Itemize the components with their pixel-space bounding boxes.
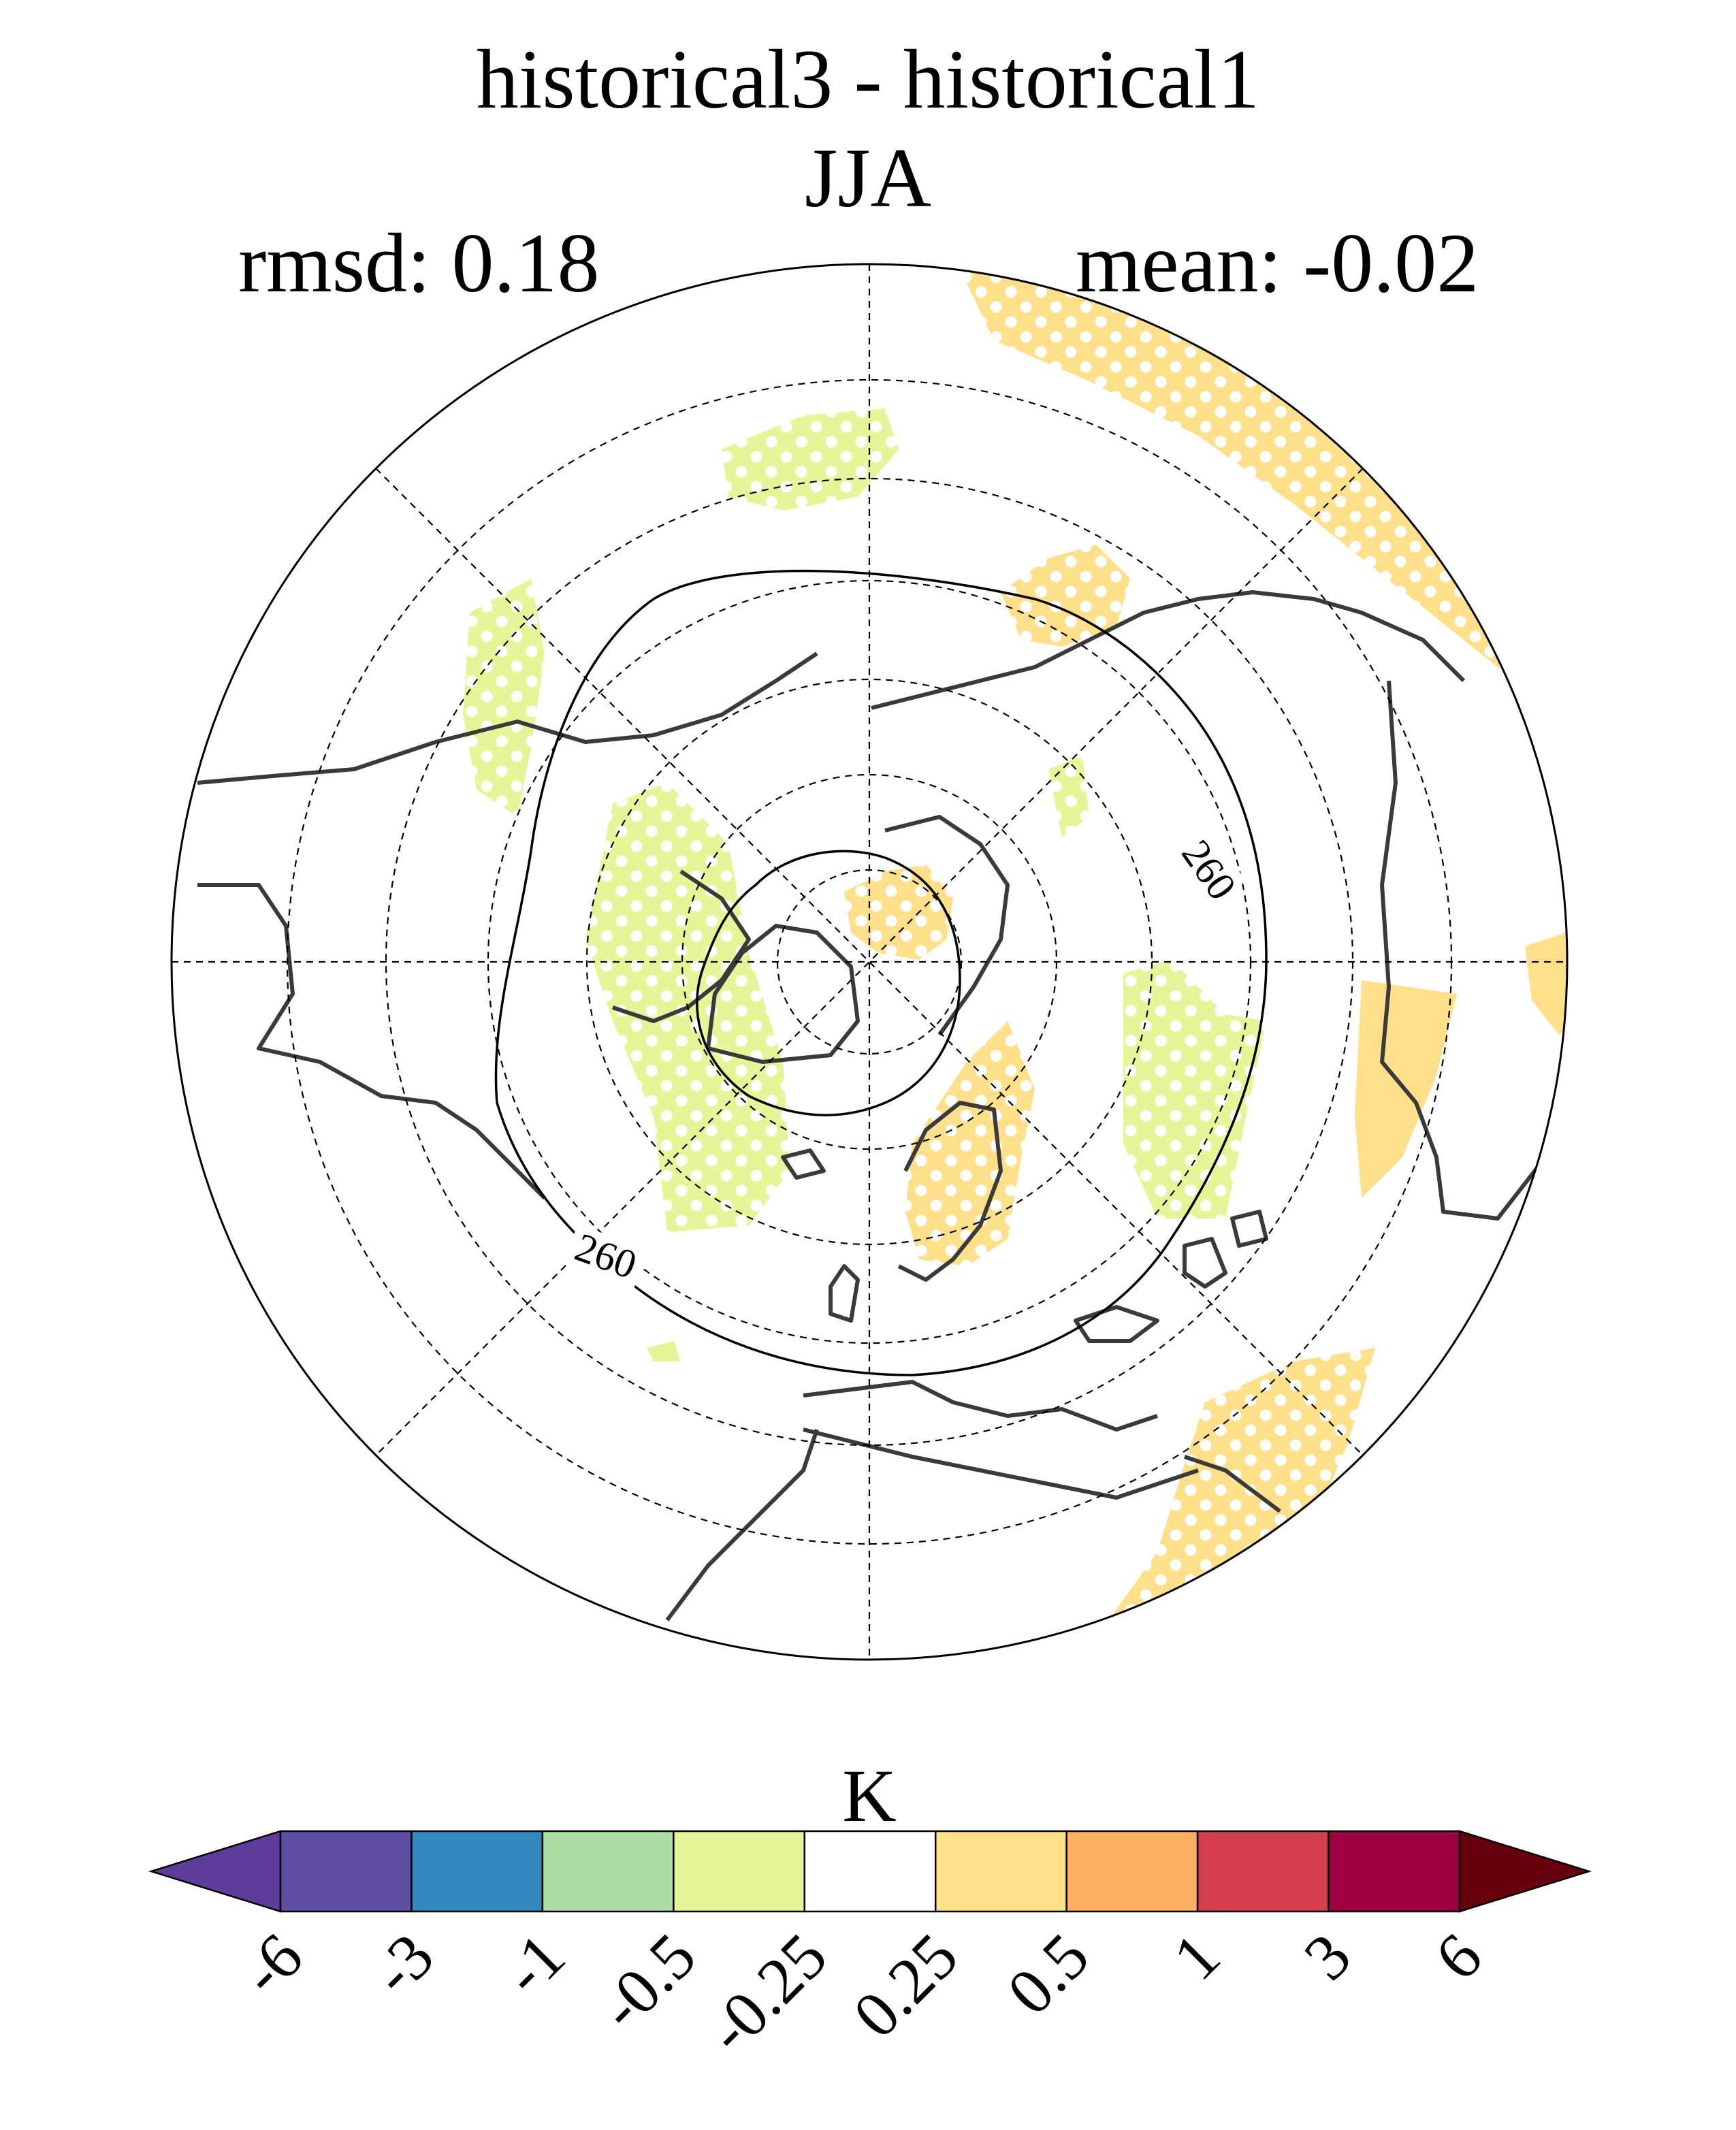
colorbar-swatch [279, 1830, 413, 1913]
coastline-black-sea [1074, 1305, 1159, 1343]
colorbar-tick-label: 0.5 [993, 1919, 1103, 2029]
colorbar-tick-labels: -6 -3 -1 -0.5-0.250.25 0.5 1 3 6 [227, 1919, 1496, 2067]
coastline-iceland [781, 1148, 826, 1180]
coastline-africa [665, 1429, 819, 1621]
coastline-asia-east [1380, 680, 1547, 1221]
colorbar-swatch [1196, 1830, 1330, 1913]
coastline-greenland [706, 924, 860, 1064]
coastline-siberia-north [871, 590, 1466, 710]
coastline-canada-west [197, 883, 547, 1200]
graticule [172, 264, 1567, 1660]
colorbar-tick-label: 6 [1421, 1919, 1496, 1994]
mean-label: mean: -0.02 [1076, 216, 1479, 310]
contour-260-outer [494, 569, 1268, 1376]
colorbar-swatch [411, 1830, 544, 1913]
colorbar-extend-high [1458, 1830, 1592, 1913]
anomaly-region-pacific-east-2 [1525, 933, 1567, 1035]
colorbar-swatch [541, 1830, 675, 1913]
anomaly-region-atlantic [647, 1341, 681, 1361]
season-label: JJA [804, 131, 932, 225]
coastlines [197, 590, 1547, 1621]
colorbar-tick-label: 0.25 [839, 1919, 971, 2051]
coastline-europe-south [803, 1380, 1158, 1432]
colorbar-swatch [1065, 1830, 1199, 1913]
coastline-siberia-inner [884, 815, 1010, 1036]
colorbar-swatch [803, 1830, 937, 1913]
rmsd-label: rmsd: 0.18 [238, 216, 600, 310]
map-title: historical3 - historical1 [476, 33, 1260, 126]
colorbar-swatch [1328, 1830, 1461, 1913]
coastline-mediterranean [803, 1427, 1199, 1500]
coastline-alaska [197, 651, 818, 785]
colorbar-unit: K [842, 1754, 896, 1837]
coastline-caspian [1183, 1237, 1227, 1289]
map-border [170, 263, 1569, 1661]
colorbar-tick-label: -6 [227, 1919, 317, 2009]
coastline-uk [829, 1264, 860, 1323]
colorbar-swatch [934, 1830, 1067, 1913]
contours [494, 569, 1268, 1376]
colorbar-tick-label: -3 [357, 1919, 447, 2009]
contour-260-inner [696, 850, 961, 1116]
colorbar [148, 1830, 1592, 1913]
colorbar-tick-label: 1 [1159, 1919, 1234, 1994]
colorbar-swatch [673, 1830, 806, 1913]
colorbar-tick-label: -0.25 [693, 1919, 841, 2067]
coastline-arabia [1184, 1455, 1281, 1513]
colorbar-extend-low [148, 1830, 282, 1913]
colorbar-tick-label: -1 [489, 1919, 579, 2009]
colorbar-tick-label: -0.5 [585, 1919, 709, 2044]
map-disk: 260 260 [172, 264, 1567, 1660]
colorbar-tick-label: 3 [1290, 1919, 1365, 1994]
coastline-scandinavia [897, 1101, 1003, 1282]
